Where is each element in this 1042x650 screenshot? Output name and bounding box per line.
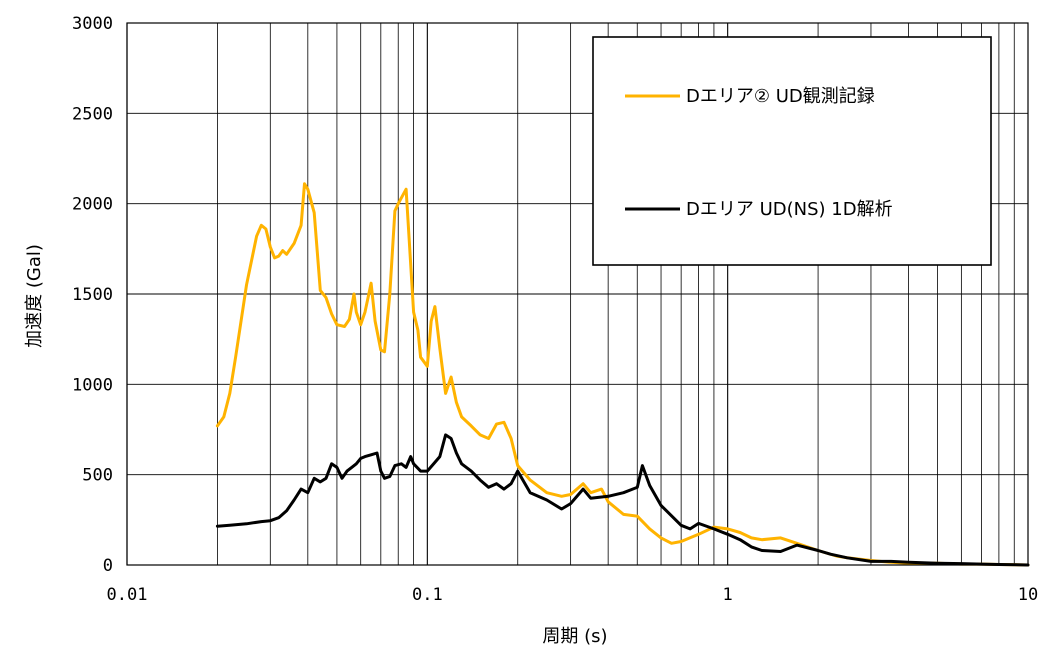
legend-box [592,36,992,266]
y-tick-label: 1500 [72,285,113,305]
x-tick-label: 0.1 [412,585,443,605]
x-tick-label: 0.01 [107,585,148,605]
x-tick-label: 10 [1018,585,1038,605]
x-tick-labels: 0.01 0.1 1 10 [107,585,1039,605]
y-tick-label: 500 [82,466,113,486]
y-tick-label: 0 [103,556,113,576]
legend: Dエリア② UD観測記録 Dエリア UD(NS) 1D解析 [592,36,992,266]
y-tick-label: 2000 [72,195,113,215]
legend-label-analysis: Dエリア UD(NS) 1D解析 [686,199,893,220]
series-layer [215,182,1030,567]
plot-border [126,22,1029,566]
y-tick-labels: 0 500 1000 1500 2000 2500 3000 [72,14,113,576]
grid [126,22,1028,566]
x-axis-label: 周期 (s) [542,626,607,647]
legend-label-observed: Dエリア② UD観測記録 [686,86,875,107]
series-line-observed [215,182,1030,567]
x-tick-label: 1 [723,585,733,605]
y-tick-label: 2500 [72,104,113,124]
y-tick-label: 3000 [72,14,113,34]
y-tick-label: 1000 [72,375,113,395]
series-line-analysis [215,433,1030,567]
y-axis-label: 加速度 (Gal) [24,244,45,348]
